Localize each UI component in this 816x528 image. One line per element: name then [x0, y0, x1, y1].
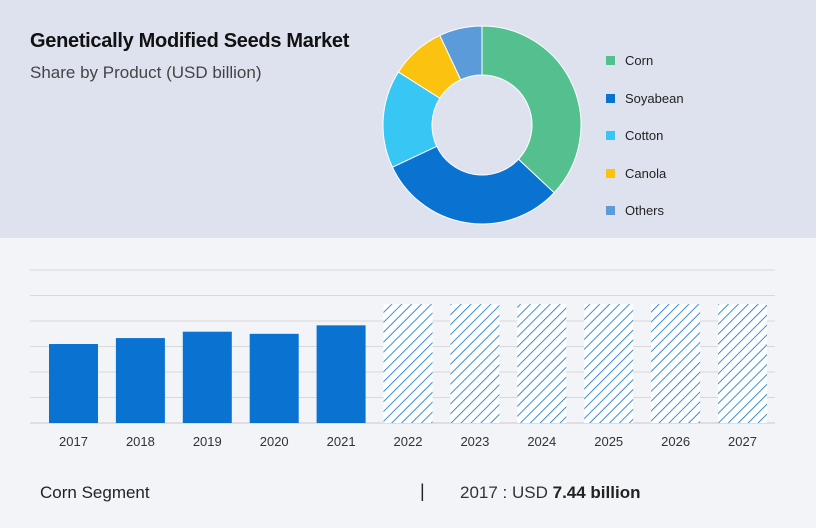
bar-chart: 2017 2018 2019 2020 2021 2022 2023 2024 2025 2026… [30, 269, 775, 449]
legend-swatch [606, 56, 615, 66]
bar-2018 [115, 338, 165, 423]
footer-segment-label: Corn Segment [40, 483, 150, 502]
donut-chart [382, 25, 582, 225]
donut-slice-corn [481, 25, 582, 194]
legend-swatch [606, 93, 615, 103]
bar-2017 [49, 344, 98, 423]
legend-item-canola: Canola [606, 155, 684, 193]
footer-separator: | [420, 481, 425, 501]
forecast-bar-2025 [584, 304, 634, 423]
legend-swatch [606, 131, 615, 141]
bar-2020 [249, 333, 299, 423]
x-tick-label: 2027 [728, 434, 757, 449]
forecast-bar-2027 [718, 304, 767, 423]
donut-slice-others [439, 25, 483, 81]
x-tick-label: 2020 [260, 434, 289, 449]
legend-label: Cotton [625, 128, 664, 144]
forecast-bar-2022 [383, 304, 433, 423]
x-tick-label: 2023 [460, 434, 489, 449]
legend-swatch [606, 206, 615, 216]
legend-item-corn: Corn [606, 42, 684, 80]
x-tick-label: 2017 [59, 434, 88, 449]
bar-2021 [316, 325, 366, 423]
legend-label: Canola [625, 165, 667, 181]
chart-subtitle: Share by Product (USD billion) [30, 63, 262, 82]
forecast-bar-2026 [651, 304, 701, 423]
x-tick-label: 2024 [527, 434, 556, 449]
x-tick-label: 2021 [327, 434, 356, 449]
legend-item-cotton: Cotton [606, 117, 684, 155]
footer-year-prefix: 2017 : USD [460, 483, 553, 502]
legend-label: Soyabean [625, 90, 684, 106]
legend-label: Others [625, 203, 665, 219]
forecast-bar-2024 [517, 304, 567, 423]
bar-2019 [182, 331, 232, 423]
x-tick-label: 2026 [661, 434, 690, 449]
legend: Corn Soyabean Cotton Canola Others [606, 42, 684, 230]
legend-item-others: Others [606, 192, 684, 230]
donut-slice-soyabean [391, 145, 555, 225]
footer-value: 7.44 billion [552, 483, 641, 502]
x-tick-label: 2025 [594, 434, 623, 449]
x-tick-label: 2018 [126, 434, 155, 449]
legend-swatch [606, 168, 615, 178]
legend-item-soyabean: Soyabean [606, 80, 684, 118]
forecast-bar-2023 [450, 304, 500, 423]
chart-title: Genetically Modified Seeds Market [30, 30, 350, 52]
legend-label: Corn [625, 53, 654, 69]
x-tick-label: 2022 [394, 434, 423, 449]
x-tick-label: 2019 [193, 434, 222, 449]
footer-value-text: 2017 : USD 7.44 billion [460, 483, 640, 503]
